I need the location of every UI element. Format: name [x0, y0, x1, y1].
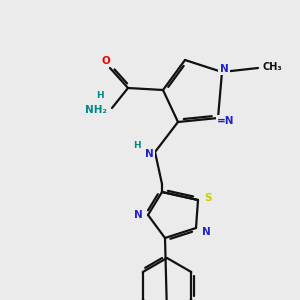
Text: N: N — [145, 149, 153, 159]
Text: H: H — [133, 142, 141, 151]
Text: N: N — [202, 227, 210, 237]
Text: =N: =N — [217, 116, 235, 126]
Text: NH₂: NH₂ — [85, 105, 107, 115]
Text: S: S — [204, 193, 212, 203]
Text: CH₃: CH₃ — [262, 62, 282, 72]
Text: H: H — [96, 92, 104, 100]
Text: N: N — [134, 210, 142, 220]
Text: N: N — [220, 64, 228, 74]
Text: O: O — [102, 56, 110, 66]
